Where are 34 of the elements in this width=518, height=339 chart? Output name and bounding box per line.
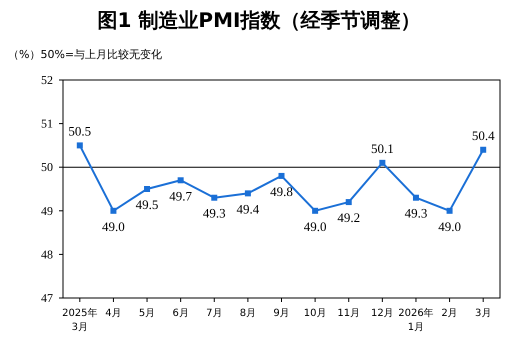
x-tick-label: 8月 [240, 308, 256, 319]
x-tick-label: 10月 [304, 308, 326, 319]
data-label: 49.7 [169, 188, 193, 204]
y-tick-label: 48 [41, 247, 53, 262]
x-tick-label: 6月 [172, 308, 189, 319]
data-label: 49.0 [102, 218, 125, 234]
data-label: 49.8 [270, 184, 293, 199]
x-tick-label: 7月 [206, 308, 222, 319]
x-tick-label: 2月 [441, 308, 458, 319]
data-label: 49.0 [438, 218, 461, 234]
x-tick-label: 2025年 3月 [62, 307, 98, 333]
y-tick-label: 47 [41, 291, 53, 305]
chart-title: 图1 制造业PMI指数（经季节调整） [98, 8, 420, 32]
data-label: 49.3 [202, 206, 226, 221]
x-tick-label: 2026年 1月 [398, 307, 434, 333]
data-label: 50.5 [68, 123, 92, 138]
data-label: 49.3 [404, 206, 428, 221]
data-label: 49.2 [337, 210, 360, 226]
data-label: 49.5 [136, 197, 158, 212]
x-tick-label: 12月 [370, 308, 394, 319]
data-label: 50.4 [472, 128, 496, 143]
y-axis-title: （%）50%=与上月比较无变化 [8, 48, 162, 61]
x-tick-label: 11月 [337, 308, 360, 319]
x-tick-label: 5月 [138, 308, 156, 319]
x-tick-label: 4月 [105, 308, 122, 319]
y-tick-label: 50 [41, 160, 53, 174]
data-label: 50.1 [370, 140, 394, 156]
x-tick-label: 9月 [273, 308, 290, 319]
data-label: 49.0 [304, 218, 326, 234]
data-label: 49.4 [236, 201, 260, 216]
x-tick-label: 3月 [475, 308, 492, 319]
y-tick-label: 49 [41, 204, 53, 218]
y-tick-label: 52 [41, 73, 53, 87]
y-tick-label: 51 [41, 116, 53, 131]
